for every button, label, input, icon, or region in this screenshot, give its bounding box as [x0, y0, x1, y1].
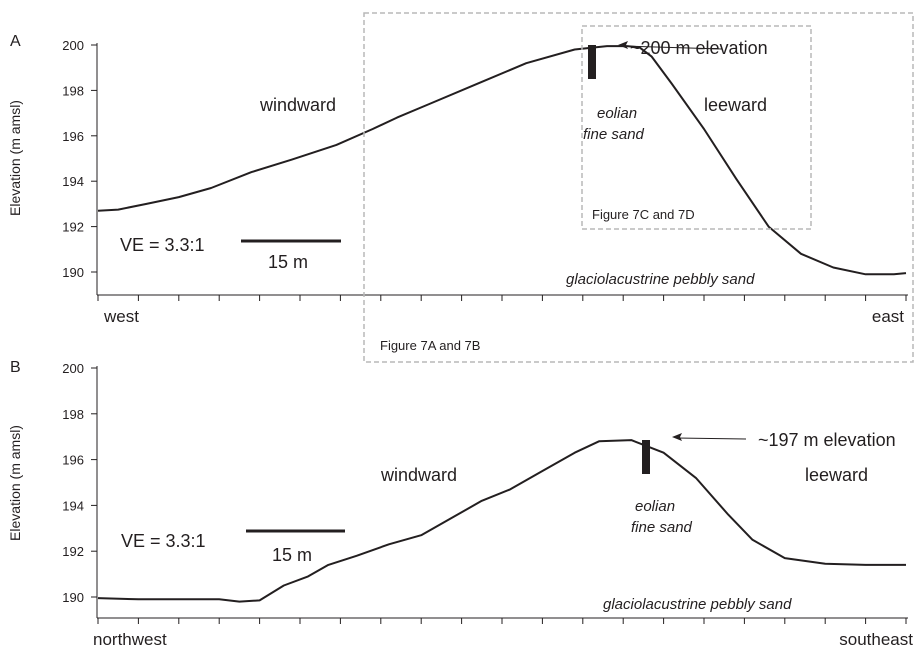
- elevation-profile-line: [97, 45, 907, 276]
- ve-label: VE = 3.3:1: [120, 235, 205, 255]
- y-tick-label: 192: [62, 220, 84, 235]
- x-start-label: west: [103, 307, 139, 326]
- y-tick-label: 196: [62, 453, 84, 468]
- y-tick-label: 198: [62, 83, 84, 98]
- y-tick-label: 190: [62, 265, 84, 280]
- panel-letter: A: [10, 33, 21, 50]
- eolian-label: eolian: [597, 105, 637, 122]
- y-tick-label: 192: [62, 544, 84, 559]
- y-axis-title: Elevation (m amsl): [7, 425, 23, 541]
- sample-pit-marker: [642, 440, 650, 474]
- x-start-label: northwest: [93, 630, 167, 649]
- y-tick-label: 190: [62, 590, 84, 605]
- substrate-label: glaciolacustrine pebbly sand: [603, 596, 792, 613]
- figure-7c-7d-label: Figure 7C and 7D: [592, 207, 695, 222]
- scale-bar-label: 15 m: [268, 252, 308, 272]
- peak-arrow-line: [621, 45, 723, 50]
- peak-elevation-label: ~197 m elevation: [758, 430, 896, 450]
- peak-arrowhead: [672, 433, 682, 441]
- panel-letter: B: [10, 359, 21, 376]
- elevation-profile-line: [97, 439, 906, 603]
- panel-b: B 190 192 194 196 198 200 Elevation (m amsl) nor…: [7, 359, 913, 649]
- substrate-label: glaciolacustrine pebbly sand: [566, 271, 755, 288]
- leeward-label: leeward: [704, 95, 767, 115]
- windward-label: windward: [259, 95, 336, 115]
- y-tick-label: 196: [62, 129, 84, 144]
- y-tick-label: 194: [62, 174, 84, 189]
- eolian-label: eolian: [635, 498, 675, 515]
- peak-arrowhead: [618, 41, 628, 49]
- leeward-label: leeward: [805, 465, 868, 485]
- ve-label: VE = 3.3:1: [121, 531, 206, 551]
- y-tick-label: 198: [62, 407, 84, 422]
- x-end-label: east: [872, 307, 904, 326]
- panel-a: A 190 192 194 196 198 200 Elevation (m amsl) wes…: [7, 12, 914, 363]
- scale-bar-label: 15 m: [272, 545, 312, 565]
- peak-elevation-label: ~200 m elevation: [630, 38, 768, 58]
- fine-sand-label: fine sand: [583, 126, 645, 143]
- x-end-label: southeast: [839, 630, 913, 649]
- fine-sand-label: fine sand: [631, 519, 693, 536]
- y-axis-title: Elevation (m amsl): [7, 100, 23, 216]
- figure-7a-7b-box: [363, 12, 914, 363]
- y-tick-label: 200: [62, 361, 84, 376]
- windward-label: windward: [380, 465, 457, 485]
- figure-7a-7b-label: Figure 7A and 7B: [380, 338, 480, 353]
- peak-arrow-line: [675, 437, 747, 440]
- y-tick-label: 194: [62, 498, 84, 513]
- y-tick-label: 200: [62, 38, 84, 53]
- figure-7c-7d-box: [581, 25, 812, 230]
- sample-pit-marker: [588, 45, 596, 79]
